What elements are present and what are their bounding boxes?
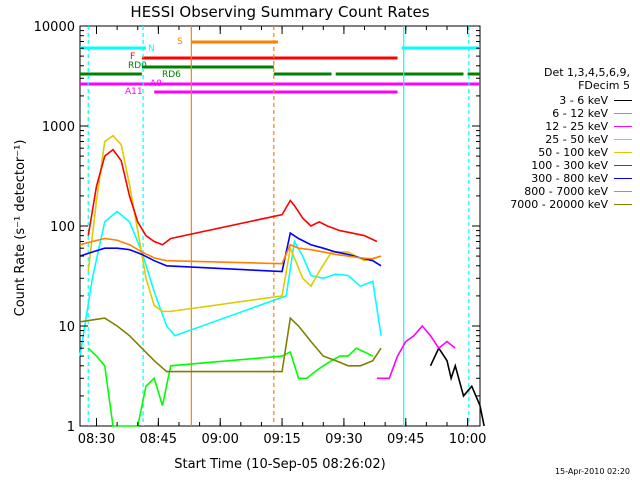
legend-swatch bbox=[614, 100, 632, 101]
y-axis-label: Count Rate (s⁻¹ detector⁻¹) bbox=[13, 140, 28, 317]
series-line bbox=[87, 347, 374, 427]
legend: 3 - 6 keV 6 - 12 keV 12 - 25 keV 25 - 50 ke… bbox=[492, 94, 632, 211]
legend-item: 7000 - 20000 keV bbox=[492, 198, 632, 211]
x-tick-label: 09:00 bbox=[201, 432, 238, 447]
y-tick-label: 10 bbox=[58, 320, 75, 335]
legend-item-label: 800 - 7000 keV bbox=[524, 185, 608, 198]
legend-item: 25 - 50 keV bbox=[492, 133, 632, 146]
y-tick-label: 100 bbox=[50, 220, 75, 235]
x-tick-label: 08:30 bbox=[78, 432, 115, 447]
series-line bbox=[79, 231, 382, 273]
flag-bar-label: A11 bbox=[125, 87, 143, 97]
legend-item-label: 12 - 25 keV bbox=[545, 120, 608, 133]
x-tick-label: 09:45 bbox=[387, 432, 424, 447]
series-line bbox=[79, 316, 382, 373]
legend-header-line-1: Det 1,3,4,5,6,9, bbox=[543, 66, 630, 79]
legend-item-label: 300 - 800 keV bbox=[531, 172, 608, 185]
legend-item: 3 - 6 keV bbox=[492, 94, 632, 107]
flag-bar-label: RD0 bbox=[128, 61, 147, 71]
y-tick-label: 10000 bbox=[34, 20, 75, 35]
x-axis: 08:30 08:45 09:00 09:15 09:30 09:45 10:00 bbox=[78, 26, 486, 447]
legend-item-label: 3 - 6 keV bbox=[559, 94, 608, 107]
legend-swatch bbox=[614, 204, 632, 205]
series-line bbox=[79, 237, 382, 265]
series-line bbox=[429, 346, 485, 427]
legend-item-label: 100 - 300 keV bbox=[531, 159, 608, 172]
timestamp: 15-Apr-2010 02:20 bbox=[554, 467, 630, 476]
chart-title: HESSI Observing Summary Count Rates bbox=[130, 3, 429, 21]
legend-item-label: 50 - 100 keV bbox=[538, 146, 608, 159]
y-tick-label: 1 bbox=[67, 420, 75, 435]
legend-swatch bbox=[614, 165, 632, 166]
legend-item: 100 - 300 keV bbox=[492, 159, 632, 172]
legend-item: 6 - 12 keV bbox=[492, 107, 632, 120]
flag-bar-label: A0 bbox=[150, 79, 162, 89]
legend-swatch bbox=[614, 139, 632, 140]
legend-item: 800 - 7000 keV bbox=[492, 185, 632, 198]
legend-header-line-2: FDecim 5 bbox=[578, 79, 630, 92]
legend-item-label: 7000 - 20000 keV bbox=[510, 198, 608, 211]
legend-item: 12 - 25 keV bbox=[492, 120, 632, 133]
flag-bar-label: F bbox=[130, 52, 135, 62]
x-tick-label: 09:15 bbox=[263, 432, 300, 447]
legend-item-label: 25 - 50 keV bbox=[545, 133, 608, 146]
series-lines bbox=[79, 134, 485, 427]
legend-swatch bbox=[614, 126, 632, 127]
x-tick-label: 09:30 bbox=[325, 432, 362, 447]
legend-item: 50 - 100 keV bbox=[492, 146, 632, 159]
y-axis: 1 10 100 1000 10000 bbox=[34, 20, 480, 435]
legend-item: 300 - 800 keV bbox=[492, 172, 632, 185]
legend-swatch bbox=[614, 178, 632, 179]
legend-swatch bbox=[614, 113, 632, 114]
legend-swatch bbox=[614, 191, 632, 192]
legend-header: Det 1,3,4,5,6,9, FDecim 5 bbox=[512, 66, 630, 92]
flag-bar-label: N bbox=[148, 44, 155, 54]
series-line bbox=[87, 148, 378, 246]
flag-bar-label: S bbox=[177, 37, 183, 47]
x-tick-label: 10:00 bbox=[449, 432, 486, 447]
x-axis-label: Start Time (10-Sep-05 08:26:02) bbox=[174, 457, 385, 472]
series-line bbox=[87, 134, 382, 313]
legend-swatch bbox=[614, 152, 632, 153]
series-line bbox=[376, 324, 456, 380]
y-tick-label: 1000 bbox=[42, 120, 75, 135]
series-line bbox=[79, 210, 382, 357]
x-tick-label: 08:45 bbox=[140, 432, 177, 447]
flag-bar-label: RD6 bbox=[162, 70, 181, 80]
legend-item-label: 6 - 12 keV bbox=[552, 107, 608, 120]
orbit-markers bbox=[87, 26, 470, 426]
